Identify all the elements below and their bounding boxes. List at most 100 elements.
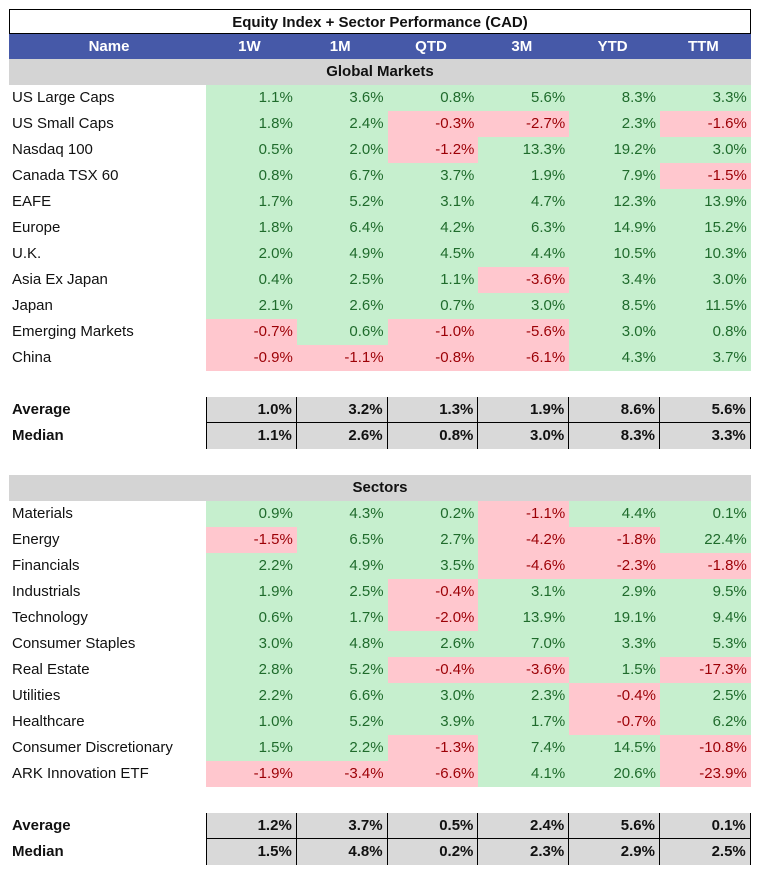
value-cell: -23.9% — [659, 761, 751, 787]
stat-value: 8.6% — [569, 397, 660, 423]
median-row: Median 1.1% 2.6% 0.8% 3.0% 8.3% 3.3% — [9, 423, 751, 449]
column-header-1m: 1M — [329, 38, 351, 55]
value-cell: 4.7% — [478, 189, 570, 215]
value-cell: 20.6% — [569, 761, 660, 787]
value-cell: -1.5% — [659, 163, 751, 189]
value-cell: 2.2% — [296, 735, 388, 761]
table-row: Technology 0.6% 1.7% -2.0% 13.9% 19.1% 9.4% — [9, 605, 751, 631]
value-cell: -1.8% — [569, 527, 660, 553]
value-cell: 15.2% — [659, 215, 751, 241]
value-cell: -5.6% — [478, 319, 570, 345]
value-cell: 2.5% — [659, 683, 751, 709]
row-name: Healthcare — [12, 713, 85, 730]
value-cell: 0.6% — [206, 605, 297, 631]
value-cell: 0.5% — [206, 137, 297, 163]
row-name: Consumer Staples — [12, 635, 136, 652]
value-cell: 2.6% — [296, 293, 388, 319]
value-cell: 0.8% — [659, 319, 751, 345]
value-cell: 0.1% — [659, 501, 751, 527]
value-cell: 4.9% — [296, 241, 388, 267]
value-cell: 3.0% — [659, 137, 751, 163]
value-cell: 13.9% — [659, 189, 751, 215]
row-name: Asia Ex Japan — [12, 271, 108, 288]
stat-value: 2.9% — [569, 839, 660, 865]
spacer-row — [9, 371, 751, 397]
value-cell: 4.8% — [296, 631, 388, 657]
value-cell: 14.5% — [569, 735, 660, 761]
value-cell: 5.6% — [478, 85, 570, 111]
value-cell: -2.7% — [478, 111, 570, 137]
stat-value: 3.0% — [478, 423, 570, 449]
section-header: Global Markets — [9, 59, 751, 85]
value-cell: 11.5% — [659, 293, 751, 319]
table-row: Japan 2.1% 2.6% 0.7% 3.0% 8.5% 11.5% — [9, 293, 751, 319]
stat-value: 2.3% — [478, 839, 570, 865]
stat-value: 5.6% — [659, 397, 751, 423]
summary-block: Average 1.0% 3.2% 1.3% 1.9% 8.6% 5.6% Median 1.1… — [9, 397, 751, 449]
stat-value: 3.3% — [659, 423, 751, 449]
value-cell: 19.1% — [569, 605, 660, 631]
value-cell: -0.7% — [569, 709, 660, 735]
value-cell: 2.0% — [296, 137, 388, 163]
value-cell: 14.9% — [569, 215, 660, 241]
spacer-row — [9, 787, 751, 813]
stat-value: 1.3% — [387, 397, 479, 423]
row-name: Europe — [12, 219, 61, 236]
value-cell: 0.8% — [206, 163, 297, 189]
row-name: Real Estate — [12, 661, 90, 678]
stat-value: 1.0% — [206, 397, 297, 423]
table-title: Equity Index + Sector Performance (CAD) — [9, 9, 751, 34]
column-header-1w: 1W — [238, 38, 261, 55]
value-cell: 2.0% — [206, 241, 297, 267]
value-cell: -1.2% — [387, 137, 479, 163]
value-cell: 3.1% — [387, 189, 479, 215]
table-row: Materials 0.9% 4.3% 0.2% -1.1% 4.4% 0.1% — [9, 501, 751, 527]
table-row: Canada TSX 60 0.8% 6.7% 3.7% 1.9% 7.9% -1.5% — [9, 163, 751, 189]
value-cell: 1.9% — [206, 579, 297, 605]
value-cell: 3.0% — [659, 267, 751, 293]
value-cell: 1.8% — [206, 111, 297, 137]
average-row: Average 1.0% 3.2% 1.3% 1.9% 8.6% 5.6% — [9, 397, 751, 423]
value-cell: 8.3% — [569, 85, 660, 111]
row-name: US Small Caps — [12, 115, 114, 132]
value-cell: 4.9% — [296, 553, 388, 579]
stat-value: 4.8% — [296, 839, 388, 865]
value-cell: -0.8% — [387, 345, 479, 371]
row-name: US Large Caps — [12, 89, 115, 106]
table-row: Utilities 2.2% 6.6% 3.0% 2.3% -0.4% 2.5% — [9, 683, 751, 709]
value-cell: 3.0% — [478, 293, 570, 319]
column-header-name: Name — [88, 38, 130, 55]
value-cell: 2.7% — [387, 527, 479, 553]
value-cell: 1.7% — [478, 709, 570, 735]
table-row: Consumer Discretionary 1.5% 2.2% -1.3% 7.4% 1… — [9, 735, 751, 761]
row-name: Consumer Discretionary — [12, 739, 173, 756]
table-row: Healthcare 1.0% 5.2% 3.9% 1.7% -0.7% 6.2% — [9, 709, 751, 735]
table-row: Financials 2.2% 4.9% 3.5% -4.6% -2.3% -1.8% — [9, 553, 751, 579]
value-cell: -0.4% — [387, 579, 479, 605]
table-row: U.K. 2.0% 4.9% 4.5% 4.4% 10.5% 10.3% — [9, 241, 751, 267]
row-name: ARK Innovation ETF — [12, 765, 149, 782]
value-cell: 3.6% — [296, 85, 388, 111]
header-row: Name 1W 1M QTD 3M YTD TTM — [9, 34, 751, 59]
stat-value: 2.6% — [296, 423, 388, 449]
value-cell: -0.3% — [387, 111, 479, 137]
row-name: Materials — [12, 505, 73, 522]
stat-value: 3.2% — [296, 397, 388, 423]
stat-label: Average — [12, 817, 71, 834]
value-cell: 4.3% — [296, 501, 388, 527]
value-cell: 4.1% — [478, 761, 570, 787]
table-row: China -0.9% -1.1% -0.8% -6.1% 4.3% 3.7% — [9, 345, 751, 371]
value-cell: -0.4% — [387, 657, 479, 683]
value-cell: 5.2% — [296, 657, 388, 683]
value-cell: -1.9% — [206, 761, 297, 787]
value-cell: 2.2% — [206, 553, 297, 579]
value-cell: -10.8% — [659, 735, 751, 761]
value-cell: 6.5% — [296, 527, 388, 553]
section-header: Sectors — [9, 475, 751, 501]
value-cell: 2.8% — [206, 657, 297, 683]
value-cell: 5.2% — [296, 189, 388, 215]
value-cell: 3.0% — [569, 319, 660, 345]
row-name: Nasdaq 100 — [12, 141, 93, 158]
stat-value: 0.8% — [387, 423, 479, 449]
stat-value: 1.5% — [206, 839, 297, 865]
